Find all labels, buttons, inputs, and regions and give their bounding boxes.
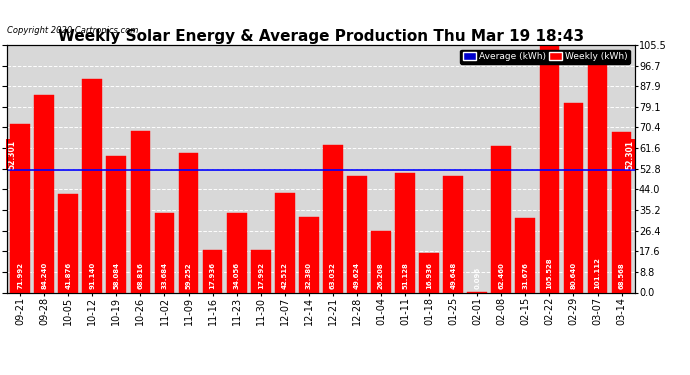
Bar [588,55,607,292]
Text: 62.460: 62.460 [498,262,504,289]
Text: 105.528: 105.528 [546,257,553,289]
Text: Copyright 2020 Cartronics.com: Copyright 2020 Cartronics.com [7,26,138,35]
Text: 0.096: 0.096 [474,267,480,289]
Text: 91.140: 91.140 [89,262,95,289]
Text: 63.032: 63.032 [330,262,336,289]
Text: 31.676: 31.676 [522,262,529,289]
Bar [203,251,222,292]
Text: 68.816: 68.816 [137,262,144,289]
Bar [130,131,150,292]
Bar [59,194,78,292]
Text: 49.648: 49.648 [450,262,456,289]
Text: 26.208: 26.208 [378,262,384,289]
Bar [106,156,126,292]
Bar [179,153,199,292]
Text: 80.640: 80.640 [571,262,576,289]
Text: 33.684: 33.684 [161,262,168,289]
Text: 17.936: 17.936 [210,262,215,289]
Bar [395,172,415,292]
Bar [227,213,246,292]
Bar [34,95,54,292]
Text: 71.992: 71.992 [17,262,23,289]
Text: 49.624: 49.624 [354,262,360,289]
Text: 52.301: 52.301 [7,140,16,169]
Text: 84.240: 84.240 [41,262,47,289]
Bar [540,45,560,292]
Bar [155,213,175,292]
Bar [347,176,367,292]
Text: 32.380: 32.380 [306,262,312,289]
Bar [491,146,511,292]
Text: 16.936: 16.936 [426,262,432,289]
Bar [564,104,583,292]
Bar [299,216,319,292]
Title: Weekly Solar Energy & Average Production Thu Mar 19 18:43: Weekly Solar Energy & Average Production… [58,29,584,44]
Bar [371,231,391,292]
Text: 51.128: 51.128 [402,262,408,289]
Text: 41.876: 41.876 [66,262,71,289]
Text: 42.512: 42.512 [282,262,288,289]
Text: 101.112: 101.112 [595,257,600,289]
Text: 52.301: 52.301 [626,140,635,169]
Bar [612,132,631,292]
Legend: Average (kWh), Weekly (kWh): Average (kWh), Weekly (kWh) [460,50,630,64]
Bar [323,145,343,292]
Text: 34.056: 34.056 [234,262,239,289]
Text: 59.252: 59.252 [186,262,192,289]
Text: 17.992: 17.992 [257,262,264,289]
Bar [420,253,439,292]
Bar [275,193,295,292]
Text: 68.568: 68.568 [618,262,624,289]
Bar [515,218,535,292]
Text: 58.084: 58.084 [113,262,119,289]
Bar [251,250,270,292]
Bar [10,124,30,292]
Bar [82,79,102,292]
Bar [443,176,463,292]
